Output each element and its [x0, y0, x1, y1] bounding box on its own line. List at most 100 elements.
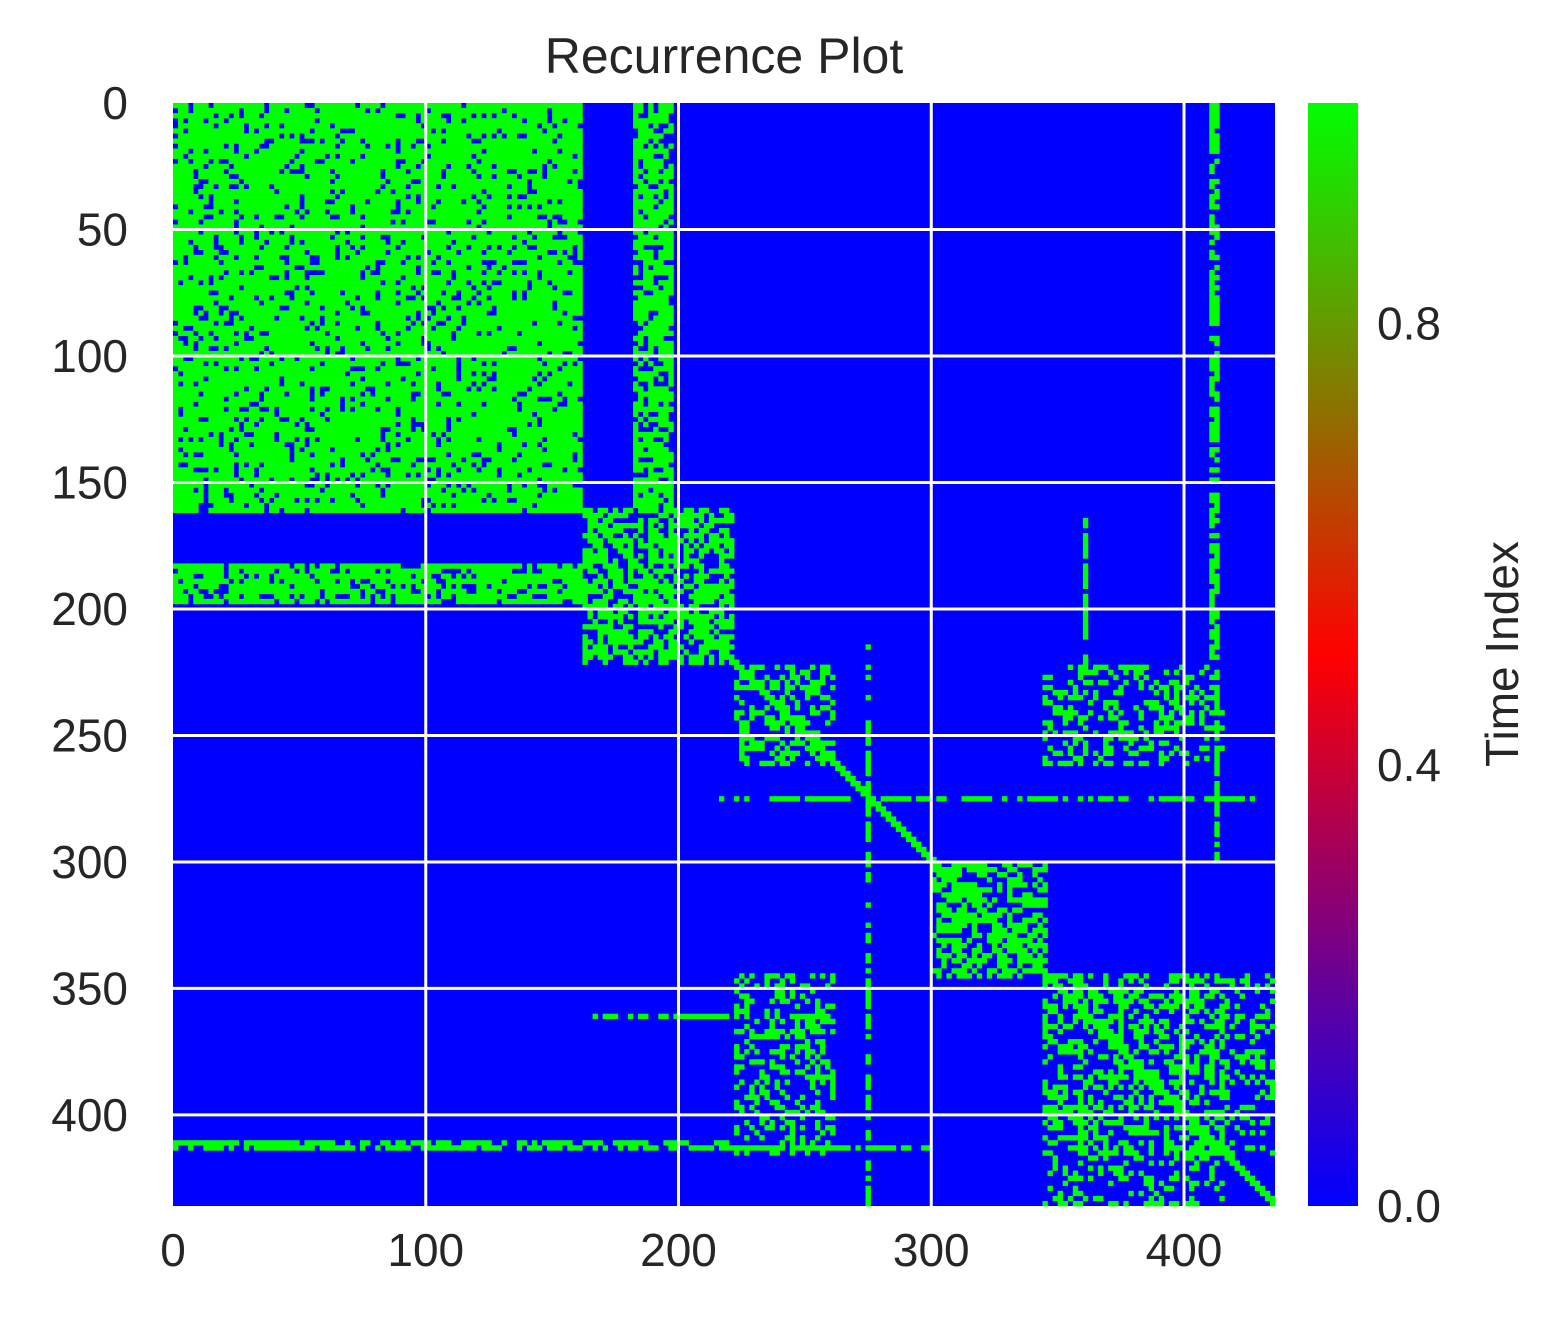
recurrence-cell: [683, 583, 694, 590]
recurrence-cell: [744, 1003, 750, 1009]
recurrence-cell: [1067, 705, 1074, 711]
y-tick-label: 50: [77, 203, 128, 255]
recurrence-cell: [1269, 1064, 1276, 1070]
recurrence-cell: [248, 502, 265, 509]
recurrence-cell: [1214, 264, 1220, 271]
recurrence-cell: [1148, 1084, 1165, 1090]
recurrence-cell: [794, 705, 801, 711]
recurrence-cell: [218, 123, 245, 129]
recurrence-cell: [218, 239, 240, 245]
recurrence-cell: [633, 371, 659, 377]
recurrence-cell: [1082, 624, 1089, 630]
recurrence-cell: [344, 189, 376, 195]
recurrence-cell: [1269, 1089, 1276, 1095]
recurrence-cell: [587, 614, 593, 620]
recurrence-cell: [1209, 431, 1220, 438]
recurrence-cell: [739, 700, 745, 706]
recurrence-cell: [582, 639, 593, 645]
recurrence-cell: [607, 573, 624, 579]
recurrence-cell: [1062, 720, 1069, 726]
recurrence-cell: [1108, 1165, 1124, 1171]
recurrence-cell: [334, 189, 341, 195]
recurrence-cell: [784, 725, 791, 731]
recurrence-cell: [1138, 1044, 1149, 1050]
recurrence-cell: [173, 269, 224, 276]
recurrence-cell: [1214, 821, 1220, 827]
recurrence-cell: [865, 674, 871, 681]
recurrence-cell: [238, 416, 245, 423]
recurrence-cell: [461, 467, 477, 473]
recurrence-cell: [673, 553, 679, 559]
recurrence-cell: [380, 406, 396, 412]
recurrence-cell: [643, 163, 664, 170]
recurrence-cell: [1259, 1190, 1271, 1197]
recurrence-cell: [304, 593, 320, 600]
recurrence-cell: [653, 614, 659, 620]
recurrence-cell: [511, 482, 523, 488]
recurrence-cell: [380, 108, 427, 114]
recurrence-cell: [208, 361, 214, 367]
recurrence-cell: [213, 502, 245, 509]
recurrence-cell: [304, 133, 336, 139]
recurrence-cell: [708, 533, 720, 539]
recurrence-cell: [698, 528, 710, 534]
recurrence-cell: [1209, 376, 1220, 382]
recurrence-cell: [1052, 1155, 1058, 1161]
recurrence-cell: [1209, 1119, 1215, 1126]
recurrence-cell: [658, 1013, 669, 1020]
recurrence-cell: [830, 684, 836, 691]
recurrence-cell: [380, 366, 432, 372]
recurrence-cell: [400, 244, 447, 251]
recurrence-cell: [683, 507, 694, 514]
recurrence-cell: [749, 679, 765, 686]
recurrence-cell: [309, 173, 336, 180]
recurrence-cell: [415, 583, 442, 590]
recurrence-cell: [395, 598, 442, 605]
recurrence-cell: [951, 887, 993, 893]
recurrence-cell: [865, 861, 871, 868]
recurrence-cell: [243, 568, 275, 574]
recurrence-cell: [1128, 1013, 1134, 1020]
recurrence-cell: [324, 588, 361, 595]
recurrence-cell: [451, 436, 477, 443]
recurrence-cell: [612, 522, 644, 529]
recurrence-cell: [451, 229, 487, 235]
recurrence-cell: [415, 416, 447, 423]
recurrence-cell: [1042, 730, 1048, 736]
recurrence-cell: [648, 108, 654, 114]
recurrence-cell: [976, 963, 983, 969]
recurrence-cell: [633, 178, 644, 185]
recurrence-cell: [1057, 760, 1074, 767]
recurrence-cell: [1057, 1028, 1063, 1035]
recurrence-cell: [173, 477, 204, 483]
recurrence-cell: [648, 386, 669, 392]
recurrence-cell: [1209, 138, 1220, 144]
recurrence-cell: [243, 239, 265, 245]
recurrence-cell: [1072, 689, 1079, 696]
recurrence-cell: [1153, 1039, 1160, 1045]
recurrence-cell: [1042, 1003, 1058, 1009]
recurrence-cell: [1264, 973, 1271, 979]
recurrence-cell: [375, 391, 411, 397]
recurrence-cell: [754, 1109, 760, 1116]
recurrence-cell: [794, 1049, 801, 1055]
recurrence-cell: [1168, 710, 1175, 716]
recurrence-cell: [1093, 1039, 1099, 1045]
recurrence-cell: [299, 421, 305, 428]
recurrence-cell: [1143, 1175, 1154, 1181]
recurrence-cell: [865, 1185, 871, 1192]
recurrence-cell: [1057, 1069, 1063, 1075]
recurrence-cell: [511, 183, 528, 190]
recurrence-cell: [698, 553, 705, 559]
recurrence-cell: [410, 209, 477, 215]
recurrence-cell: [718, 796, 725, 802]
recurrence-cell: [173, 295, 229, 301]
recurrence-cell: [739, 1079, 745, 1085]
recurrence-cell: [349, 229, 447, 235]
recurrence-cell: [228, 406, 240, 412]
recurrence-cell: [1249, 1028, 1256, 1035]
recurrence-cell: [814, 1008, 826, 1015]
recurrence-cell: [865, 644, 871, 650]
recurrence-cell: [1087, 993, 1104, 999]
recurrence-cell: [1209, 710, 1225, 716]
